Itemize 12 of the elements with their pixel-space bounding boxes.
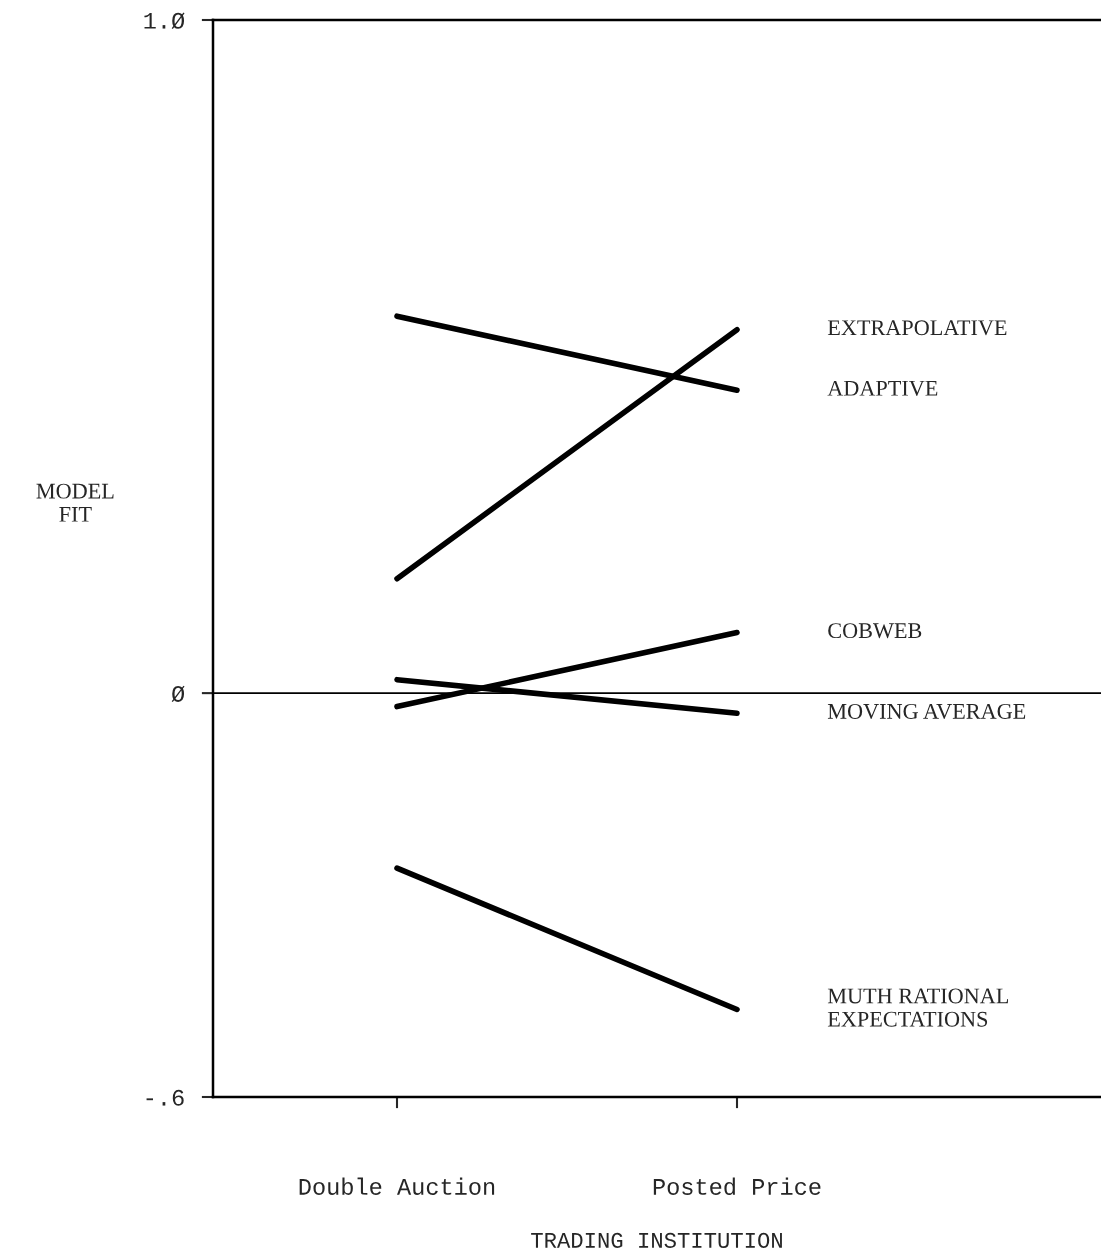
- text: MUTH RATIONAL EXPECTATIONS: [827, 988, 1009, 1027]
- text: ADAPTIVE: [827, 380, 938, 396]
- y-tick-label: 1.Ø: [144, 12, 185, 29]
- text: COBWEB: [828, 623, 922, 639]
- y-tick-label: -.6: [146, 1089, 184, 1106]
- text: EXTRAPOLATIVE: [827, 320, 1007, 336]
- text: MOVING AVERAGE: [827, 703, 1026, 719]
- x-tick-label: Posted Price: [653, 1177, 821, 1195]
- x-tick-label: Double Auction: [299, 1177, 495, 1195]
- x-axis-title: TRADING INSTITUTION: [531, 1232, 782, 1248]
- y-axis-title: MODEL FIT: [36, 483, 114, 522]
- y-tick-label: Ø: [171, 685, 185, 703]
